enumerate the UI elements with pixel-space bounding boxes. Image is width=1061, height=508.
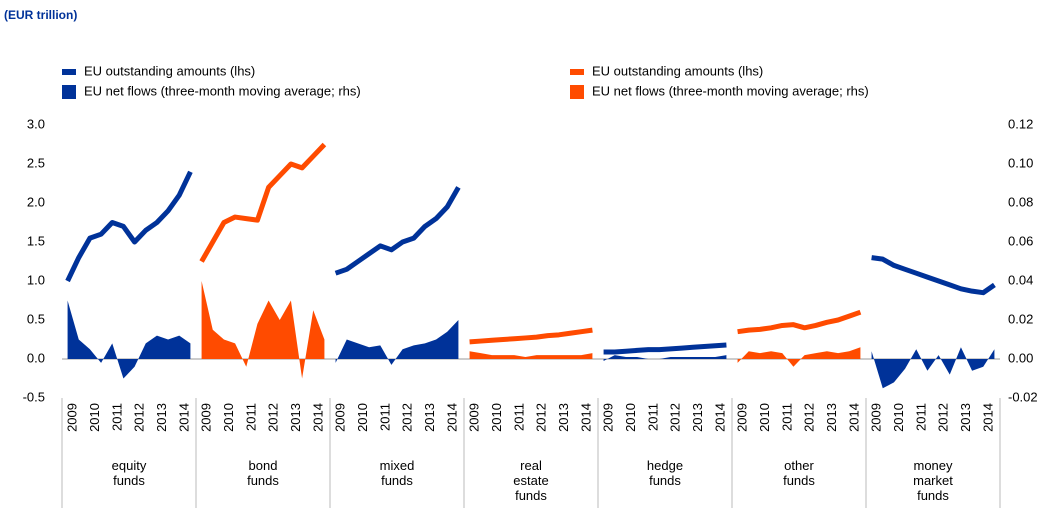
legend-label: EU outstanding amounts (lhs) [84, 63, 255, 78]
outstanding-line [199, 142, 327, 263]
net-flow-area [201, 281, 325, 379]
y-tick-label: 0.5 [27, 311, 45, 326]
legend-label: EU outstanding amounts (lhs) [592, 63, 763, 78]
y2-tick-label: -0.02 [1008, 389, 1038, 404]
x-tick-label: 2012 [802, 403, 817, 432]
net-flow-area [737, 347, 861, 367]
group-label: hedge funds [646, 458, 684, 488]
y2-tick-label: 0.00 [1008, 350, 1033, 365]
net-flow-area [335, 320, 459, 365]
x-tick-label: 2013 [556, 403, 571, 432]
x-tick-label: 2013 [422, 403, 437, 432]
legend-label: EU net flows (three-month moving average… [84, 83, 361, 98]
outstanding-line [469, 327, 593, 345]
outstanding-line [737, 309, 862, 335]
x-tick-label: 2013 [824, 403, 839, 432]
group-label: bond funds [247, 458, 279, 488]
legend-swatch [570, 85, 584, 99]
group-label: mixed funds [379, 458, 415, 488]
outstanding-line [603, 342, 727, 355]
x-tick-label: 2014 [444, 403, 459, 432]
x-tick-label: 2013 [288, 403, 303, 432]
y-tick-label: -0.5 [23, 389, 45, 404]
y-tick-label: 3.0 [27, 116, 45, 131]
y2-tick-label: 0.06 [1008, 233, 1033, 248]
x-tick-label: 2010 [891, 403, 906, 432]
x-tick-label: 2011 [243, 403, 258, 431]
net-flow-area [67, 300, 191, 379]
y-tick-label: 2.0 [27, 194, 45, 209]
legend-line [62, 69, 76, 75]
legend-label: EU net flows (three-month moving average… [592, 83, 869, 98]
chart-subtitle: (EUR trillion) [4, 8, 77, 22]
y-tick-label: 0.0 [27, 350, 45, 365]
x-tick-label: 2014 [310, 403, 325, 432]
x-tick-label: 2009 [467, 403, 482, 432]
x-tick-label: 2011 [645, 403, 660, 431]
x-tick-label: 2012 [668, 403, 683, 432]
x-tick-label: 2010 [87, 403, 102, 432]
net-flow-area [603, 355, 727, 361]
group-label: other funds [783, 458, 815, 488]
outstanding-line [871, 255, 996, 296]
group-label: money market funds [913, 458, 953, 503]
y2-tick-label: 0.04 [1008, 272, 1033, 287]
x-tick-label: 2010 [489, 403, 504, 432]
x-tick-label: 2010 [623, 403, 638, 432]
x-tick-label: 2011 [377, 403, 392, 431]
x-tick-label: 2012 [936, 403, 951, 432]
x-tick-label: 2010 [757, 403, 772, 432]
y-tick-label: 1.5 [27, 233, 45, 248]
x-tick-label: 2009 [199, 403, 214, 432]
x-tick-label: 2012 [400, 403, 415, 432]
outstanding-line [65, 170, 193, 283]
x-tick-label: 2009 [735, 403, 750, 432]
net-flow-area [871, 347, 995, 389]
x-tick-label: 2011 [913, 403, 928, 431]
y2-tick-label: 0.10 [1008, 155, 1033, 170]
legend-line [570, 69, 584, 75]
x-tick-label: 2013 [958, 403, 973, 432]
x-tick-label: 2010 [221, 403, 236, 432]
x-tick-label: 2011 [511, 403, 526, 431]
group-label: equity funds [111, 458, 147, 488]
y2-tick-label: 0.12 [1008, 116, 1033, 131]
group-label: real estate funds [513, 458, 549, 503]
x-tick-label: 2012 [534, 403, 549, 432]
x-tick-label: 2009 [869, 403, 884, 432]
x-tick-label: 2011 [779, 403, 794, 431]
x-tick-label: 2009 [65, 403, 80, 432]
x-tick-label: 2014 [578, 403, 593, 432]
x-tick-label: 2011 [109, 403, 124, 431]
x-tick-label: 2009 [333, 403, 348, 432]
x-tick-label: 2014 [176, 403, 191, 432]
x-tick-label: 2012 [266, 403, 281, 432]
x-tick-label: 2013 [154, 403, 169, 432]
y2-tick-label: 0.02 [1008, 311, 1033, 326]
x-tick-label: 2009 [601, 403, 616, 432]
y-tick-label: 2.5 [27, 155, 45, 170]
x-tick-label: 2014 [980, 403, 995, 432]
x-tick-label: 2012 [132, 403, 147, 432]
x-tick-label: 2014 [712, 403, 727, 432]
x-tick-label: 2010 [355, 403, 370, 432]
net-flow-area [469, 351, 593, 359]
legend-swatch [62, 85, 76, 99]
x-tick-label: 2013 [690, 403, 705, 432]
y-tick-label: 1.0 [27, 272, 45, 287]
outstanding-line [334, 186, 461, 276]
x-tick-label: 2014 [846, 403, 861, 432]
y2-tick-label: 0.08 [1008, 194, 1033, 209]
